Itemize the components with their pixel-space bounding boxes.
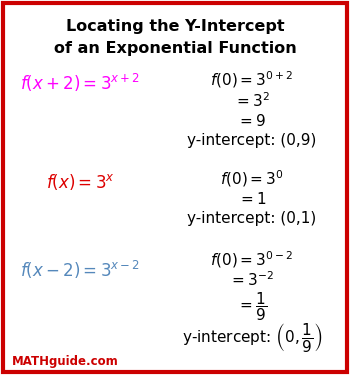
Text: $f(0) = 3^{0}$: $f(0) = 3^{0}$ [220, 169, 284, 189]
Text: $f(x) = 3^{x}$: $f(x) = 3^{x}$ [46, 172, 114, 192]
Text: y-intercept: (0,9): y-intercept: (0,9) [187, 134, 317, 148]
Text: $f(x+2) = 3^{x+2}$: $f(x+2) = 3^{x+2}$ [20, 72, 140, 94]
Text: of an Exponential Function: of an Exponential Function [54, 42, 296, 57]
Text: $= 3^{-2}$: $= 3^{-2}$ [229, 271, 275, 290]
Text: Locating the Y-Intercept: Locating the Y-Intercept [66, 20, 284, 34]
Text: $= 9$: $= 9$ [237, 113, 267, 129]
Text: $f(x-2) = 3^{x-2}$: $f(x-2) = 3^{x-2}$ [20, 259, 140, 281]
Text: $= 3^{2}$: $= 3^{2}$ [234, 92, 270, 110]
Text: $f(0) = 3^{0-2}$: $f(0) = 3^{0-2}$ [210, 250, 294, 270]
Text: $f(0) = 3^{0+2}$: $f(0) = 3^{0+2}$ [210, 70, 294, 90]
Text: y-intercept: $\left(0,\dfrac{1}{9}\right)$: y-intercept: $\left(0,\dfrac{1}{9}\right… [182, 321, 322, 354]
Text: y-intercept: (0,1): y-intercept: (0,1) [187, 211, 317, 226]
Text: MATHguide.com: MATHguide.com [12, 354, 119, 368]
Text: $= 1$: $= 1$ [238, 191, 266, 207]
Text: $= \dfrac{1}{9}$: $= \dfrac{1}{9}$ [237, 291, 267, 323]
